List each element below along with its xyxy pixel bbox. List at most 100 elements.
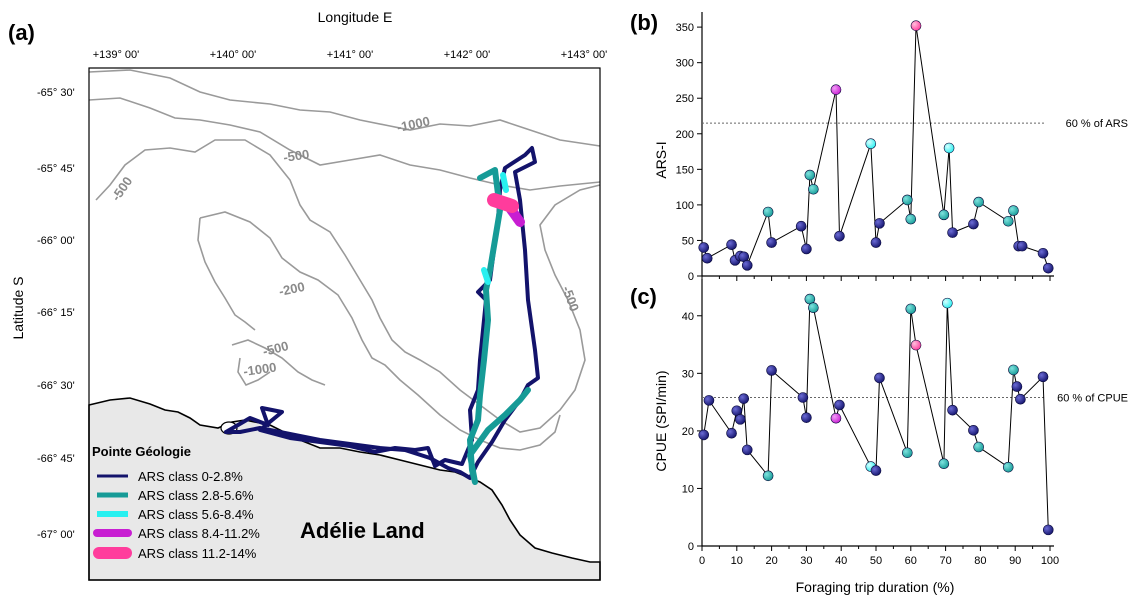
lon-tick-label: +140° 00' [210,49,257,61]
lat-tick-label: -65° 45' [37,163,75,175]
cpue-data-point [762,470,774,482]
cpue-data-point [938,458,950,469]
cpue-data-point [766,365,777,376]
map-longitude-title: Longitude E [318,9,393,25]
panel-a-label: (a) [8,20,35,45]
ars-data-point [1037,247,1049,259]
ars-data-point [701,252,713,264]
track-segment-class-0 [224,146,540,480]
cpue-data-point [1002,461,1014,473]
cpue-data-point [808,302,819,314]
ars-data-point [968,218,979,230]
ars-data-point [870,237,882,248]
legend-label: ARS class 2.8-5.6% [138,488,254,503]
contour-label: -200 [278,279,307,299]
ars-y-tick-label: 200 [676,129,694,141]
lat-tick-label: -67° 00' [37,529,75,541]
contour-line [197,217,256,331]
antarctic-land [88,397,601,581]
cpue-y-tick-label: 20 [682,426,694,438]
ars-data-point [808,183,819,195]
cpue-x-tick-label: 60 [905,555,917,567]
cpue-data-point [797,392,809,403]
contour-label: -1000 [242,359,277,378]
cpue-x-tick-label: 100 [1041,555,1059,567]
cpue-data-point [1011,381,1023,392]
ars-y-tick-label: 350 [676,22,694,34]
map-legend: ARS class 0-2.8% ARS class 2.8-5.6% ARS … [93,469,260,561]
cpue-data-point [741,444,753,456]
ars-data-point [830,84,842,95]
x-axis-title: Foraging trip duration (%) [796,579,955,595]
ars-data-point [801,243,812,255]
ars-y-axis-title: ARS-I [653,141,669,178]
lon-tick-label: +141° 00' [327,49,374,61]
track-segment-class-2 [500,172,509,193]
cpue-data-point [738,393,750,404]
contour-label: -500 [261,338,290,359]
cpue-data-point [874,372,885,384]
map-lon-ticks: +139° 00' +140° 00' +141° 00' +142° 00' … [93,49,608,61]
cpue-data-point [968,425,979,436]
cpue-data-point [734,414,746,425]
legend-label: ARS class 0-2.8% [138,469,243,484]
ars-data-point [795,220,807,232]
lon-tick-label: +142° 00' [444,49,491,61]
ars-data-point [865,138,877,150]
panel-b-label: (b) [630,10,658,35]
ars-data-point [804,169,816,181]
cpue-data-point [1015,393,1026,405]
place-label: Pointe Géologie [92,444,191,459]
cpue-data-point [801,412,812,423]
cpue-data-point [870,465,882,476]
cpue-x-tick-label: 30 [800,555,812,567]
foraging-track [224,146,540,485]
cpue-y-tick-label: 30 [682,368,694,380]
contour-label: -1000 [396,113,432,135]
lat-tick-label: -66° 30' [37,380,75,392]
cpue-data-point [973,441,984,453]
ars-data-point [762,206,774,218]
contour-label: -500 [282,146,310,164]
ars-y-tick-label: 300 [676,58,694,70]
region-label: Adélie Land [300,518,425,543]
cpue-data-point [910,339,922,351]
cpue-data-point [703,395,715,406]
ars-y-tick-label: 250 [676,93,694,105]
cpue-x-tick-label: 80 [974,555,986,567]
cpue-data-point [1037,371,1049,383]
ars-data-point [698,242,710,253]
ars-chart: 0 50 100 150 200 250 300 350 60 % of ARS [676,12,1130,283]
legend-label: ARS class 5.6-8.4% [138,507,254,522]
cpue-data-point [1008,364,1019,376]
lon-tick-label: +143° 00' [561,49,608,61]
cpue-data-point [947,404,958,416]
ars-y-tick-label: 150 [676,164,694,176]
cpue-data-point [1042,524,1054,536]
map-frame [88,67,601,581]
cpue-data-point [902,447,913,459]
cpue-x-tick-label: 10 [731,555,743,567]
ars-data-point [1042,262,1054,274]
legend-label: ARS class 11.2-14% [138,546,257,561]
cpue-data-point [726,427,737,439]
ars-data-point [973,196,984,208]
ars-data-point [938,209,950,221]
contour-line [237,357,271,387]
cpue-x-tick-label: 90 [1009,555,1021,567]
track-segment-class-2 [481,267,491,285]
ars-data-point [726,239,737,251]
ars-data-point [943,142,955,154]
cpue-x-tick-label: 20 [765,555,777,567]
cpue-reference-label-bg [1044,389,1130,405]
cpue-data-point [830,412,842,424]
ars-data-point [874,218,885,229]
ars-data-point [905,213,917,225]
ars-data-point [1008,205,1019,216]
cpue-y-tick-label: 10 [682,483,694,495]
cpue-x-tick-label: 0 [699,555,705,567]
ars-y-tick-label: 100 [676,200,694,212]
cpue-y-tick-label: 40 [682,311,694,323]
ars-data-point [766,237,777,248]
